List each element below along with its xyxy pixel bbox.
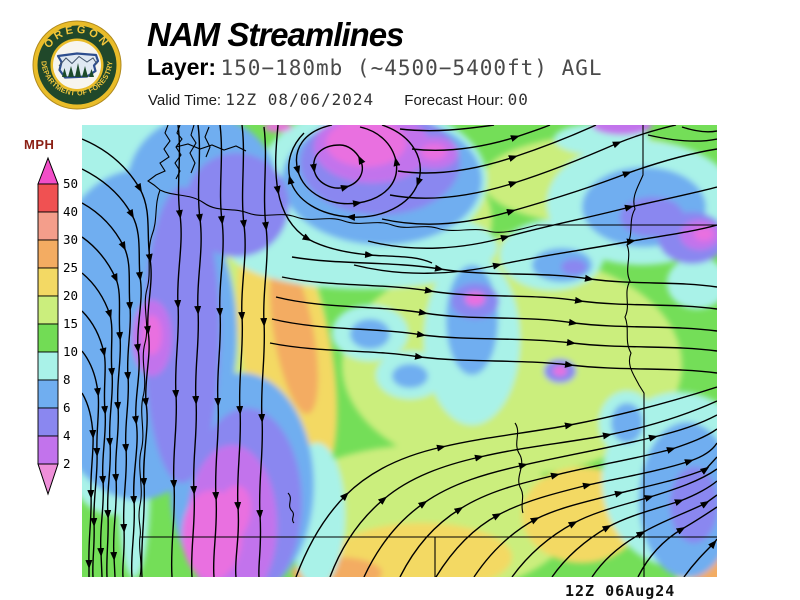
speed-region [142, 315, 162, 355]
streamline [591, 494, 717, 577]
puget-sound-shoreline [189, 125, 197, 174]
speed-region [269, 256, 319, 414]
idaho-border-snake-river [624, 125, 645, 577]
odf-logo: OREGON DEPARTMENT OF FORESTRY [32, 20, 122, 110]
legend-tick: 10 [63, 344, 78, 359]
mountain-ridge-icon [58, 55, 98, 67]
speed-region [592, 125, 652, 135]
legend-band [37, 267, 59, 297]
streamline [389, 125, 677, 199]
trees-icon [62, 63, 94, 77]
streamline [637, 506, 717, 577]
streamline [271, 318, 717, 352]
streamline [212, 125, 225, 577]
streamline [683, 538, 717, 577]
streamline [82, 168, 143, 577]
speed-region [421, 144, 447, 160]
legend-tick: 4 [63, 428, 71, 443]
coastline [147, 125, 171, 191]
streamline [190, 125, 203, 577]
streamline [681, 126, 717, 133]
streamline [353, 224, 717, 274]
layer-label: Layer: [147, 54, 217, 80]
legend-band [37, 323, 59, 353]
legend-bottom-cap [37, 463, 59, 496]
forecast-hour-value: 00 [507, 90, 529, 109]
streamline [411, 125, 551, 151]
speed-region [611, 403, 643, 443]
legend-band [37, 407, 59, 437]
streamline-map [82, 125, 717, 577]
streamline [367, 186, 717, 249]
streamline [82, 236, 124, 577]
streamline [170, 125, 183, 577]
streamline [291, 256, 717, 288]
river [287, 492, 295, 524]
streamline [256, 126, 269, 577]
legend-tick: 30 [63, 232, 78, 247]
speed-region [561, 259, 587, 275]
streamline [82, 310, 109, 577]
streamline [281, 276, 717, 310]
streamline [273, 125, 433, 264]
legend-tick: 50 [63, 176, 78, 191]
legend-tick: 8 [63, 372, 71, 387]
valid-time-line: Valid Time: 12Z 08/06/2024 Forecast Hour… [148, 90, 529, 109]
streamline [381, 148, 717, 225]
legend-tick: 6 [63, 400, 71, 415]
wind-speed-legend: 50 40 30 25 20 15 10 8 6 4 2 [37, 156, 78, 496]
speed-region [446, 265, 498, 375]
strait-shoreline [175, 143, 247, 152]
speed-region [350, 319, 390, 349]
speed-region [667, 257, 717, 309]
streamline [399, 125, 495, 132]
legend-band [37, 183, 59, 213]
legend-tick: 15 [63, 316, 78, 331]
legend-top-cap [37, 156, 59, 185]
map-timestamp: 12Z 06Aug24 [565, 582, 676, 600]
page-title: NAM Streamlines [147, 16, 404, 53]
forecast-hour-label: Forecast Hour: [404, 92, 504, 109]
legend-tick: 40 [63, 204, 78, 219]
speed-region [553, 366, 567, 376]
streamline [82, 138, 153, 577]
speed-region [620, 197, 684, 237]
streamline [82, 202, 134, 577]
legend-title: MPH [24, 137, 55, 152]
legend-band [37, 295, 59, 325]
streamline [269, 342, 717, 374]
speed-region [392, 364, 428, 388]
streamlines [82, 125, 717, 577]
streamline [82, 392, 97, 577]
streamline [275, 296, 717, 332]
speed-region [694, 227, 714, 241]
legend-tick: 25 [63, 260, 78, 275]
streamline [647, 134, 717, 142]
legend-band [37, 435, 59, 465]
legend-band [37, 239, 59, 269]
valid-time-label: Valid Time: [148, 92, 222, 109]
streamline [234, 125, 247, 577]
layer-line: Layer: 150−180mb (~4500−5400ft) AGL [147, 54, 603, 81]
puget-sound-shoreline [204, 126, 211, 158]
layer-value: 150−180mb (~4500−5400ft) AGL [220, 56, 603, 80]
valid-time-value: 12Z 08/06/2024 [225, 90, 375, 109]
legend-band [37, 379, 59, 409]
legend-tick: 2 [63, 456, 71, 471]
legend-tick: 20 [63, 288, 78, 303]
streamline [82, 272, 116, 577]
legend-band [37, 211, 59, 241]
legend-band [37, 351, 59, 381]
